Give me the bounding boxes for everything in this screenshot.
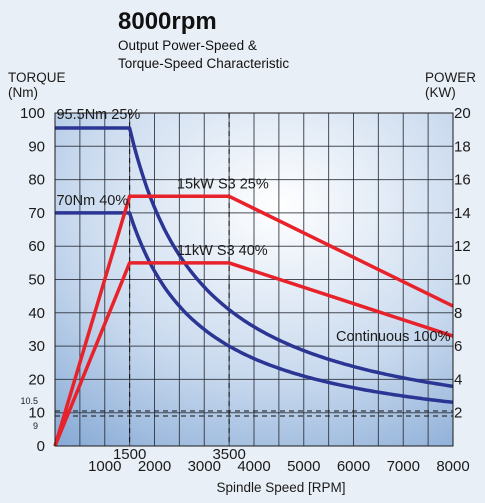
y-tick-right-label: 14 [454, 205, 471, 222]
x-tick-label: 8000 [436, 458, 469, 475]
x-tick-label: 7000 [387, 458, 420, 475]
y-tick-right-label: 10 [454, 272, 471, 289]
y-tick-left-label: 90 [28, 138, 45, 155]
y-tick-left-label: 30 [28, 338, 45, 355]
tick-labels: 091010.520304050607080901002468101214161… [20, 105, 471, 475]
plot-frame [54, 112, 454, 447]
torque-curve-1 [55, 126, 454, 389]
y-tick-right-label: 12 [454, 238, 471, 255]
curve-annotation: 11kW S3 40% [177, 243, 268, 259]
x-axis-title: Spindle Speed [RPM] [216, 480, 345, 495]
y-tick-right-label: 20 [454, 105, 471, 122]
curve-annotation: 70Nm 40% [56, 193, 128, 209]
y-tick-left-label: 10.5 [20, 396, 38, 406]
x-tick-label: 1000 [88, 458, 121, 475]
chart-subtitle-line-1: Output Power-Speed & [118, 38, 257, 53]
y-tick-right-label: 18 [454, 138, 471, 155]
curve-annotation: Continuous 100% [336, 329, 451, 345]
curve-annotation: 95.5Nm 25% [56, 107, 140, 123]
x-tick-label: 2000 [138, 458, 171, 475]
y-tick-left-label: 10 [28, 405, 45, 422]
y-tick-right-label: 4 [454, 371, 462, 388]
y-axis-left-title-line-1: TORQUE [8, 70, 66, 85]
y-tick-right-label: 8 [454, 305, 462, 322]
y-tick-right-label: 16 [454, 172, 471, 189]
y-tick-left-label: 60 [28, 238, 45, 255]
torque-curve-2 [55, 211, 454, 405]
y-tick-left-label: 9 [33, 421, 38, 431]
x-tick-label: 4000 [237, 458, 270, 475]
y-axis-right-title-line-1: POWER [425, 70, 476, 85]
y-tick-left-label: 100 [20, 105, 45, 122]
data-series [53, 126, 454, 447]
x-tick-label: 3500 [212, 446, 245, 463]
curve-annotation: 15kW S3 25% [177, 176, 269, 192]
y-tick-left-label: 80 [28, 172, 45, 189]
y-tick-left-label: 40 [28, 305, 45, 322]
y-tick-right-label: 2 [454, 405, 462, 422]
y-axis-right-title-line-2: (KW) [425, 85, 456, 100]
y-tick-left-label: 0 [37, 438, 45, 455]
x-tick-label: 1500 [113, 446, 146, 463]
power-curve-4 [53, 261, 454, 447]
annotations: 95.5Nm 25% 70Nm 40% 15kW S3 25% 11kW S3 40%… [56, 107, 450, 345]
reference-lines [55, 113, 453, 446]
chart-title: 8000rpm [118, 8, 217, 35]
y-tick-left-label: 70 [28, 205, 45, 222]
y-tick-left-label: 50 [28, 272, 45, 289]
chart-subtitle-line-2: Torque-Speed Characteristic [118, 56, 289, 71]
x-tick-label: 6000 [337, 458, 370, 475]
x-tick-label: 3000 [188, 458, 221, 475]
x-tick-label: 5000 [287, 458, 320, 475]
y-axis-left-title-line-2: (Nm) [8, 85, 38, 100]
power-curve-3 [53, 194, 454, 447]
y-tick-left-label: 20 [28, 371, 45, 388]
y-tick-right-label: 6 [454, 338, 462, 355]
